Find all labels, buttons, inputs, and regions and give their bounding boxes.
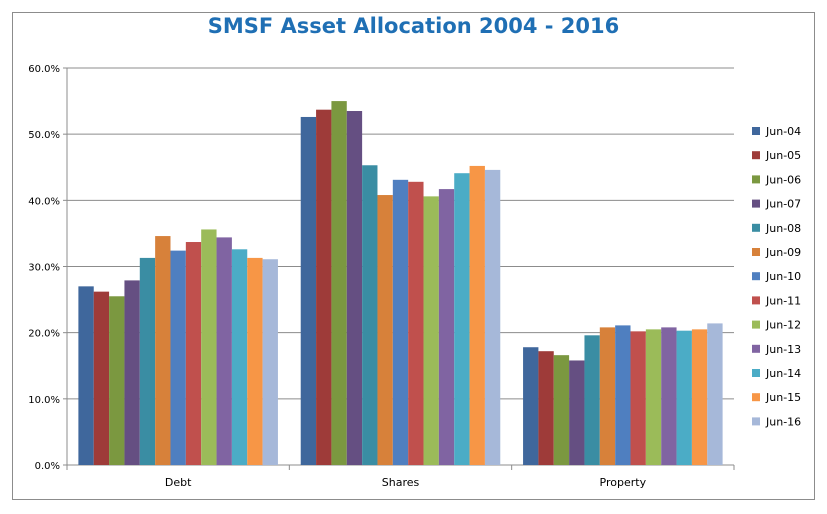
legend-swatch xyxy=(752,296,760,305)
legend-swatch xyxy=(752,369,760,377)
bar-jun-12-property xyxy=(645,329,662,465)
chart-title: SMSF Asset Allocation 2004 - 2016 xyxy=(207,14,620,38)
bar-jun-13-shares xyxy=(438,189,455,465)
bar-jun-07-shares xyxy=(346,111,363,465)
x-category-label: Debt xyxy=(165,476,192,489)
legend-label: Jun-15 xyxy=(765,391,801,404)
bar-jun-10-shares xyxy=(392,179,409,466)
y-axis: 0.0% 10.0% 20.0% 30.0% 40.0% 50.0% 60.0% xyxy=(28,64,68,472)
bar-jun-08-property xyxy=(584,335,600,465)
x-category-label: Shares xyxy=(382,476,420,489)
bar-jun-05-shares xyxy=(316,109,332,465)
bar-jun-06-shares xyxy=(331,101,347,465)
legend-label: Jun-05 xyxy=(765,149,801,162)
x-axis: Debt Shares Property xyxy=(66,464,735,489)
bar-jun-04-property xyxy=(523,347,539,465)
legend: Jun-04 Jun-05 Jun-06 Jun-07 Jun-08 Jun-09 Jun-… xyxy=(752,125,801,428)
legend-label: Jun-09 xyxy=(765,246,801,259)
legend-swatch xyxy=(752,127,760,135)
legend-label: Jun-04 xyxy=(765,125,801,138)
bar-jun-09-property xyxy=(599,327,616,465)
legend-swatch xyxy=(752,344,760,353)
bar-jun-15-property xyxy=(691,329,708,465)
legend-label: Jun-06 xyxy=(765,173,801,186)
legend-swatch xyxy=(752,223,760,232)
y-tick-label: 30.0% xyxy=(28,263,60,274)
bar-jun-05-debt xyxy=(93,291,110,465)
bar-jun-13-debt xyxy=(216,237,232,465)
y-tick-label: 50.0% xyxy=(28,130,60,141)
bar-jun-08-shares xyxy=(362,165,378,465)
bars xyxy=(78,101,723,466)
bar-jun-13-property xyxy=(661,327,677,465)
legend-swatch xyxy=(752,248,760,256)
bar-jun-14-shares xyxy=(454,173,470,465)
bar-jun-06-property xyxy=(553,355,570,465)
bar-jun-05-property xyxy=(538,351,554,465)
bar-jun-04-debt xyxy=(78,286,94,465)
bar-jun-09-debt xyxy=(155,236,171,465)
x-category-label: Property xyxy=(600,476,647,489)
y-tick-label: 20.0% xyxy=(28,329,60,340)
legend-swatch xyxy=(752,417,760,426)
bar-jun-11-property xyxy=(630,331,646,465)
bar-jun-07-property xyxy=(569,360,585,465)
bar-jun-11-debt xyxy=(185,242,202,465)
bar-jun-09-shares xyxy=(377,195,393,466)
y-tick-label: 10.0% xyxy=(28,395,60,406)
bar-jun-14-debt xyxy=(231,249,248,465)
y-tick-label: 0.0% xyxy=(35,461,60,472)
bar-jun-06-debt xyxy=(109,296,125,465)
legend-swatch xyxy=(752,272,760,281)
legend-swatch xyxy=(752,320,760,329)
bar-jun-16-debt xyxy=(262,259,278,465)
bar-jun-11-shares xyxy=(408,181,424,465)
y-tick-label: 40.0% xyxy=(28,196,60,207)
bar-jun-16-shares xyxy=(484,169,501,465)
bar-jun-10-debt xyxy=(170,250,186,465)
bar-jun-16-property xyxy=(707,323,723,465)
bar-jun-07-debt xyxy=(124,280,140,465)
bar-jun-15-debt xyxy=(247,257,263,465)
bar-jun-08-debt xyxy=(139,257,156,465)
legend-label: Jun-16 xyxy=(765,415,801,428)
bar-jun-15-shares xyxy=(469,165,485,465)
legend-label: Jun-10 xyxy=(765,270,801,283)
legend-label: Jun-13 xyxy=(765,343,801,356)
legend-label: Jun-14 xyxy=(765,367,801,380)
legend-label: Jun-12 xyxy=(765,319,801,332)
legend-label: Jun-11 xyxy=(765,294,801,307)
legend-label: Jun-07 xyxy=(765,198,801,211)
legend-swatch xyxy=(752,175,760,184)
legend-label: Jun-08 xyxy=(765,222,801,235)
bar-jun-12-debt xyxy=(201,229,217,465)
bar-jun-10-property xyxy=(615,325,631,465)
legend-swatch xyxy=(752,199,760,208)
y-tick-label: 60.0% xyxy=(28,64,60,75)
legend-swatch xyxy=(752,393,760,402)
bar-jun-14-property xyxy=(676,330,692,465)
bar-jun-04-shares xyxy=(300,116,317,466)
bar-jun-12-shares xyxy=(423,196,439,465)
legend-swatch xyxy=(752,151,760,160)
